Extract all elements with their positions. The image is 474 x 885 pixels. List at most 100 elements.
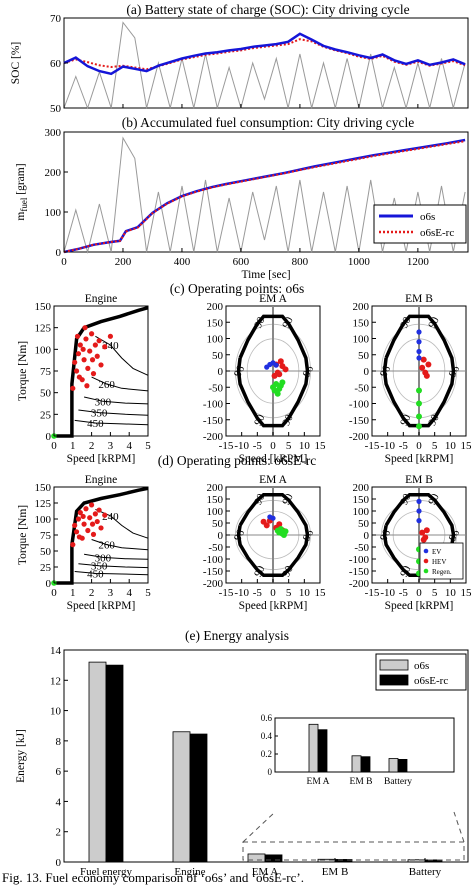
op-o6s-em-b-hev-point (420, 356, 427, 363)
op-o6se-rc-em-a-y-tick-label: 50 (212, 518, 224, 530)
op-o6s-em-b-y-tick-label: 200 (353, 301, 370, 313)
op-o6s-em-a-x-tick-label: 0 (270, 440, 276, 452)
op-o6se-rc-em-a-x-tick-label: -10 (234, 587, 249, 599)
op-o6se-rc-em-b-ev-point (416, 498, 422, 504)
energy-bar-o6s (247, 853, 266, 863)
op-o6se-rc-em-b-y-tick-label: 150 (353, 494, 370, 506)
op-o6se-rc-engine-contour (78, 563, 149, 569)
fuel-y-tick-label: 200 (45, 167, 62, 179)
op-o6se-rc-engine-y-tick-label: 100 (35, 514, 52, 526)
op-o6s-em-a-x-tick-label: 5 (286, 440, 292, 452)
op-o6s-engine-operating-point (87, 348, 93, 354)
op-o6s-engine-operating-point (96, 338, 102, 344)
op-o6se-rc-em-b-contour-label: 90 (398, 563, 414, 578)
op-o6s-engine-y-tick-label: 0 (46, 431, 52, 443)
energy-zoom-connector (242, 811, 276, 843)
energy-legend-o6se-rc-swatch (379, 674, 409, 686)
op-o6se-rc-em-a-contour-label: 90 (252, 491, 268, 506)
op-o6s-engine-contour (91, 376, 149, 392)
op-o6s-em-b-y-tick-label: 0 (364, 366, 370, 378)
op-o6se-rc-em-b-legend-label: HEV (432, 558, 446, 566)
op-o6se-rc-em-a-x-tick-label: 15 (315, 587, 327, 599)
energy-zoom-connector (453, 811, 465, 843)
op-o6se-rc-engine-contour-label: 350 (91, 561, 108, 573)
op-o6se-rc-em-a-x-tick-label: 0 (270, 587, 276, 599)
op-o6se-rc-em-b-hev-point (423, 527, 430, 534)
op-o6se-rc-em-b-contour-label: 96 (447, 527, 463, 542)
op-o6se-rc-em-a-contour-label: 90 (252, 563, 268, 578)
op-o6se-rc-em-b-x-tick-label: -10 (380, 587, 395, 599)
energy-inset-bar-o6s (388, 758, 399, 773)
op-o6se-rc-engine-contour (91, 539, 149, 551)
op-o6s-engine-y-tick-label: 50 (40, 388, 52, 400)
op-o6s-em-a-y-tick-label: 0 (218, 366, 224, 378)
op-o6s-engine-operating-point (77, 342, 83, 348)
op-o6s-em-b-x-tick-label: 0 (416, 440, 422, 452)
op-o6se-rc-em-b-x-tick-label: 15 (461, 587, 473, 599)
op-o6se-rc-em-b-panel: 909090909696-200-150-100-50050100150200-… (349, 474, 472, 612)
op-o6s-engine-x-tick-label: 2 (89, 440, 95, 452)
op-o6s-em-b-ev-point (416, 339, 422, 345)
op-o6s-em-a-y-tick-label: -150 (203, 415, 224, 427)
fuel-x-axis-label: Time [sec] (241, 269, 290, 281)
energy-y-tick-label: 4 (56, 796, 62, 808)
op-o6se-rc-engine-operating-point (102, 512, 108, 518)
energy-bar-o6s (88, 661, 107, 863)
op-o6s-engine-y-tick-label: 25 (40, 409, 52, 421)
op-o6s-engine-y-tick-label: 75 (40, 366, 52, 378)
op-o6se-rc-engine-y-tick-label: 0 (46, 578, 52, 590)
op-o6se-rc-em-b-x-axis-label: Speed [kRPM] (385, 600, 454, 612)
op-o6s-em-b-y-tick-label: -150 (349, 415, 370, 427)
op-o6s-em-b-title: EM B (405, 293, 433, 305)
energy-inset-bar-o6se-rc (397, 759, 408, 773)
op-o6s-em-b-x-tick-label: 5 (432, 440, 438, 452)
op-o6se-rc-em-a-x-tick-label: -5 (253, 587, 263, 599)
fuel-chart: 0 100 200 300 0 200 400 600 800 1000 1200 Time [sec… (15, 127, 469, 281)
energy-bar-o6se-rc (264, 854, 283, 863)
soc-series-o6s-line (63, 32, 466, 76)
op-o6s-engine-operating-point (89, 331, 95, 337)
op-o6se-rc-engine-x-axis-label: Speed [kRPM] (67, 600, 136, 612)
op-o6s-em-b-contour-label: 96 (447, 363, 463, 378)
op-o6s-em-a-y-tick-label: 50 (212, 350, 224, 362)
energy-x-tick-label: EM B (322, 866, 349, 878)
op-o6s-em-b-hev-point (419, 364, 426, 371)
op-o6se-rc-engine-operating-point (89, 502, 95, 508)
op-o6s-em-b-hev-point (425, 361, 432, 368)
op-o6s-engine-x-axis-label: Speed [kRPM] (67, 453, 136, 465)
op-o6se-rc-engine-x-tick-label: 3 (108, 587, 114, 599)
fuel-series-o6se-rc-line (63, 140, 466, 253)
op-o6se-rc-engine-y-tick-label: 150 (35, 482, 52, 494)
energy-legend-o6s-label: o6s (414, 660, 429, 672)
op-o6s-engine-contour (78, 409, 149, 416)
soc-speed-trace (63, 21, 466, 110)
op-o6s-engine-operating-point (82, 325, 88, 331)
op-o6s-engine-operating-point (83, 336, 89, 342)
op-o6s-em-a-hev-point (277, 358, 284, 365)
op-o6s-em-a-contour-label: 90 (280, 315, 296, 330)
energy-bar-o6se-rc (105, 664, 124, 863)
op-o6se-rc-engine-operating-point (92, 511, 98, 517)
op-o6se-rc-em-a-y-tick-label: 200 (207, 482, 224, 494)
op-o6s-em-a-y-tick-label: 100 (207, 334, 224, 346)
energy-x-tick-label: Engine (174, 866, 205, 878)
op-o6se-rc-engine-operating-point (89, 521, 96, 527)
op-o6se-rc-em-b-contour-label: 96 (378, 527, 394, 542)
op-o6se-rc-title: (d) Operating points: o6sE-rc (158, 453, 317, 468)
energy-legend: o6s o6sE-rc (375, 653, 467, 691)
energy-inset-bar-o6se-rc (360, 756, 371, 773)
op-o6s-engine-title: Engine (85, 293, 118, 305)
op-o6se-rc-engine-operating-point (76, 534, 82, 540)
op-o6s-engine-operating-point (76, 374, 82, 380)
op-o6s-em-b-contour-label: 90 (398, 315, 414, 330)
fuel-y-tick-label: 100 (45, 207, 62, 219)
op-o6se-rc-em-b-hev-point (419, 529, 426, 536)
op-o6se-rc-em-a-y-tick-label: -200 (203, 578, 224, 590)
energy-x-tick-label: Battery (409, 866, 442, 878)
energy-y-tick-label: 0 (56, 857, 62, 869)
op-o6se-rc-engine-x-tick-label: 2 (89, 587, 95, 599)
op-o6s-engine-operating-point (94, 353, 100, 359)
op-o6s-em-b-y-tick-label: -50 (354, 382, 369, 394)
op-o6s-em-b-torque-envelope (382, 314, 456, 428)
fuel-y-tick-label: 300 (45, 127, 62, 139)
